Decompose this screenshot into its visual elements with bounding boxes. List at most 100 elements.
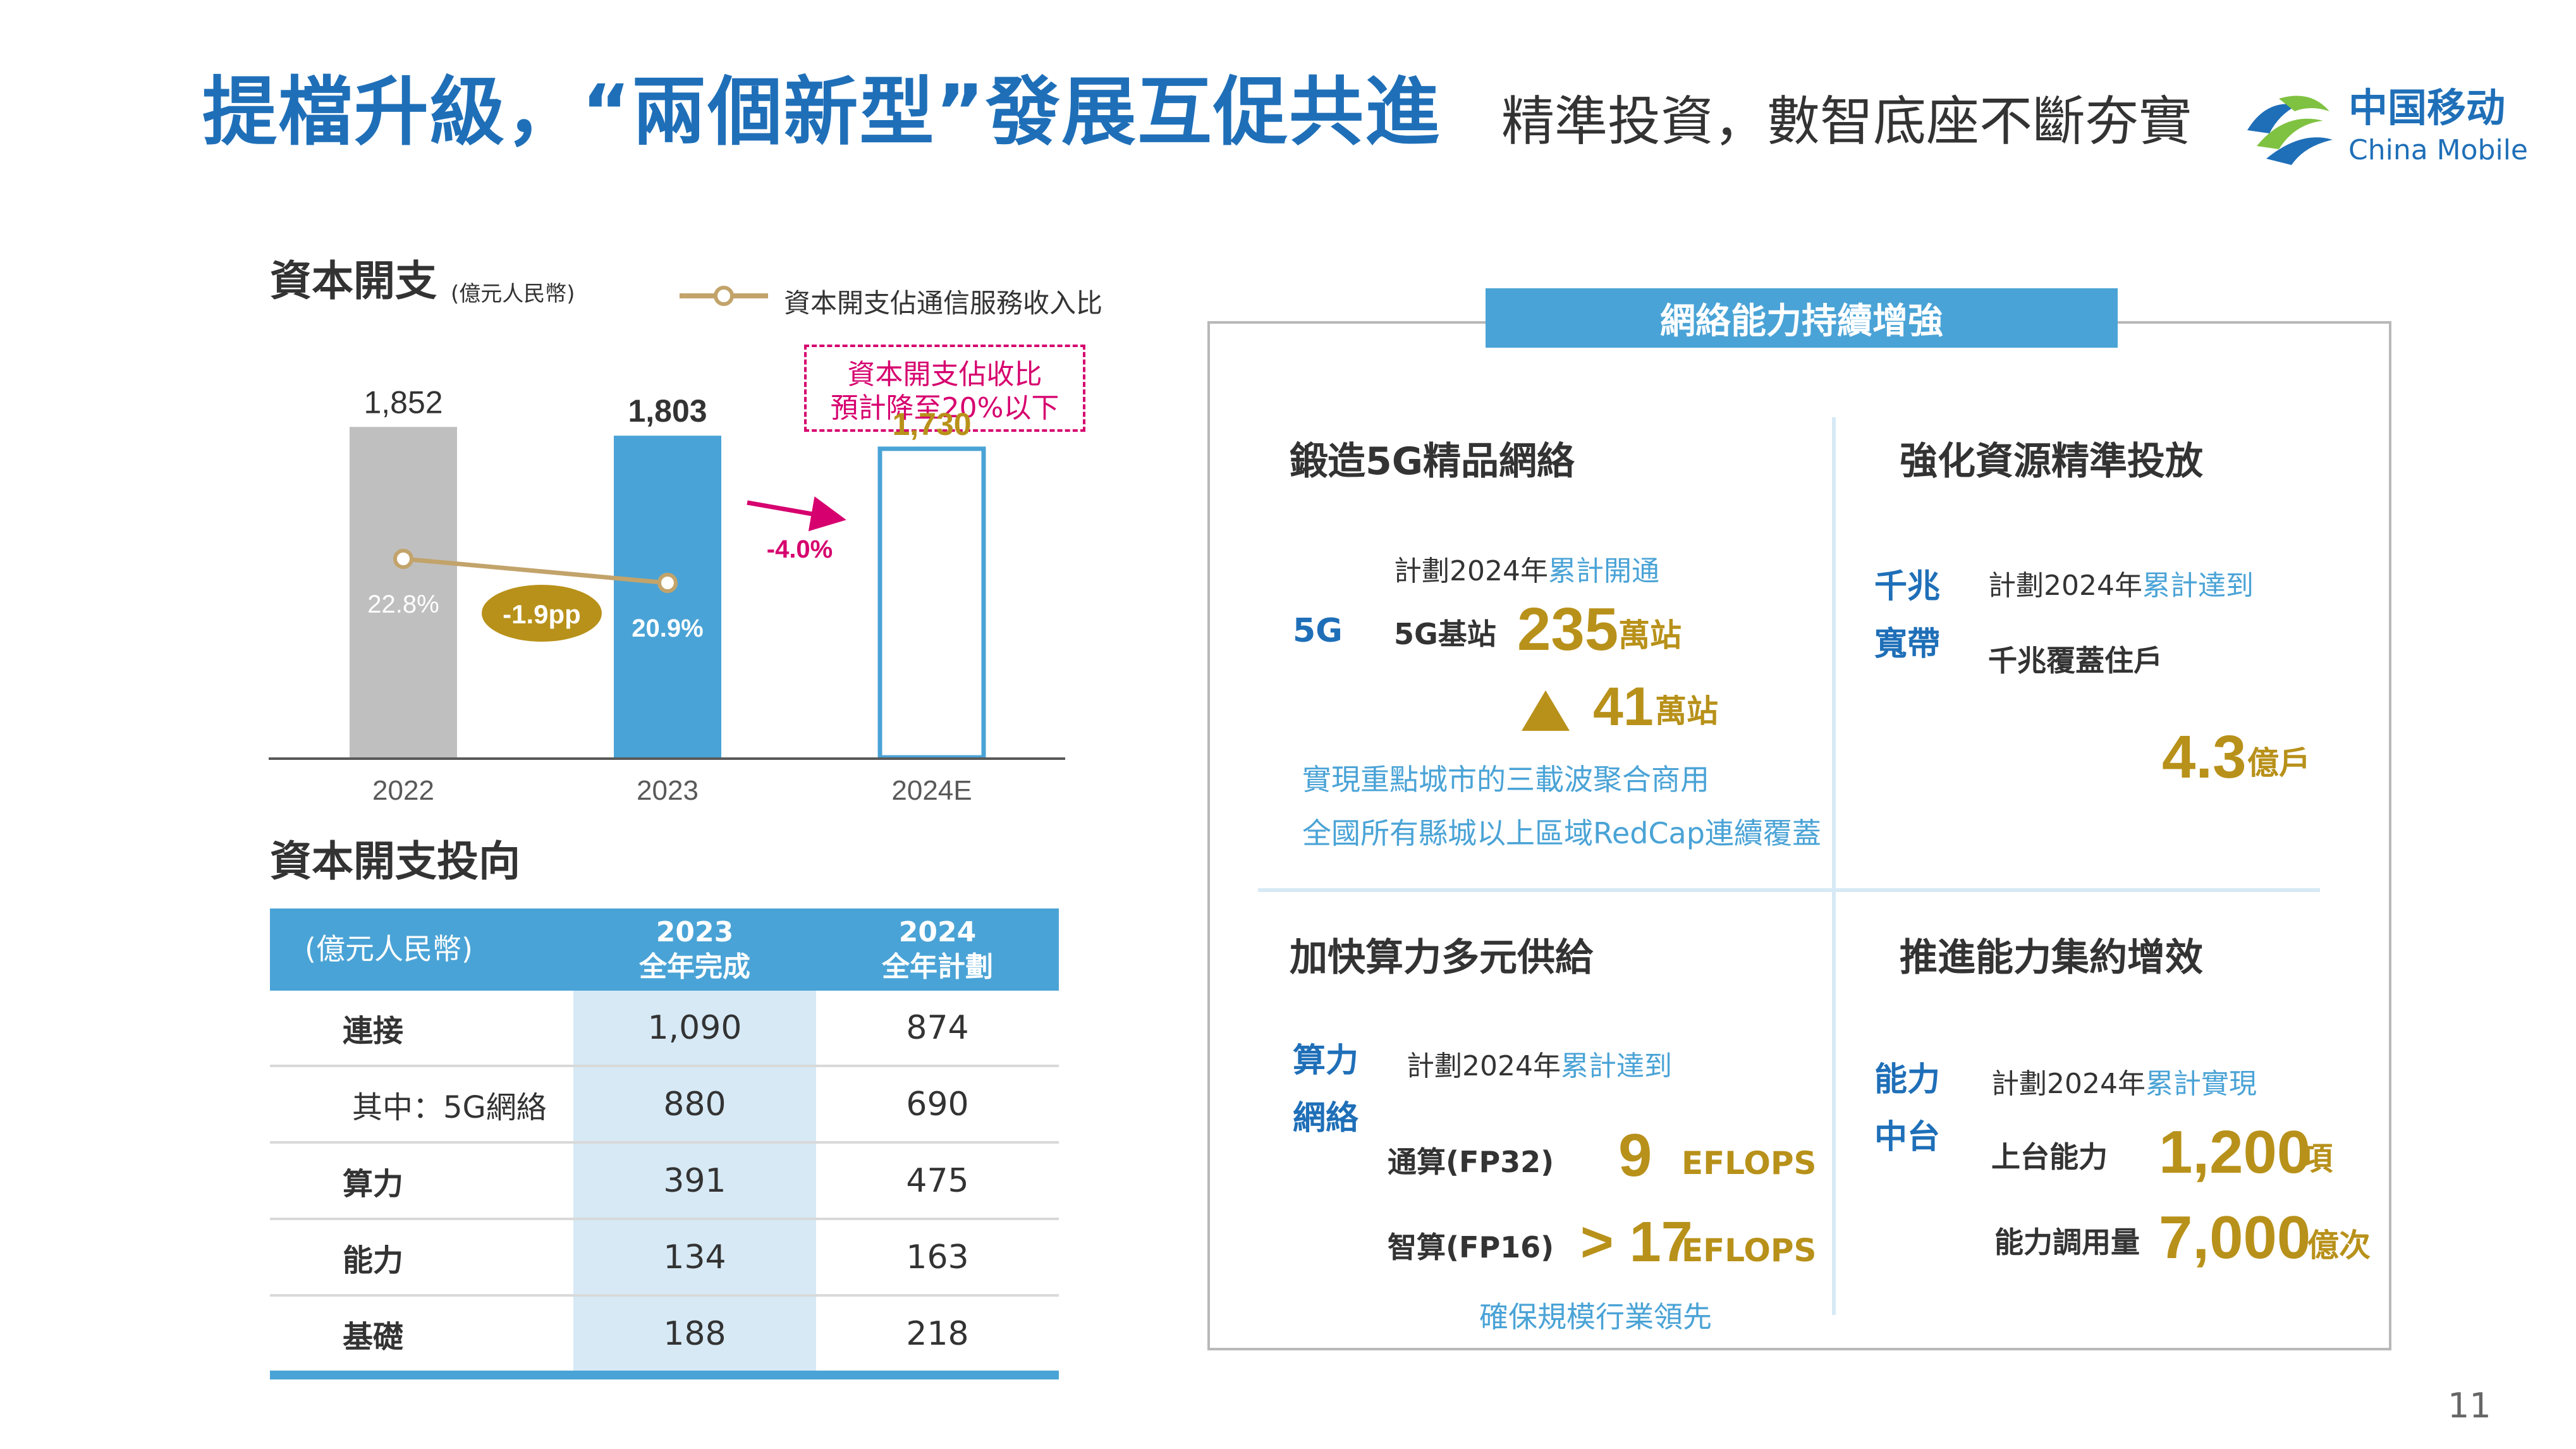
q3-unit-1: EFLOPS — [1682, 1145, 1817, 1182]
bar-value-label: 1,803 — [628, 393, 707, 429]
ratio-line — [403, 556, 668, 585]
cell-2024: 163 — [816, 1219, 1059, 1297]
header-2024-desc: 全年計劃 — [882, 951, 993, 983]
q3-title: 加快算力多元供給 — [1290, 936, 1593, 980]
cell-2023: 1,090 — [573, 991, 816, 1067]
q3-value-2: > 17 — [1580, 1211, 1693, 1274]
table-row: 基礎 188 218 — [270, 1295, 1059, 1379]
bar-2022 — [350, 427, 457, 759]
q3-value-1: 9 — [1618, 1122, 1652, 1189]
q2-value: 4.3 — [2162, 723, 2247, 791]
q4-tag-2: 中台 — [1874, 1118, 1941, 1156]
q1-unit: 萬站 — [1618, 617, 1682, 654]
panel-banner: 網絡能力持續增強 — [1486, 288, 2118, 348]
page-title: 提檔升級，“兩個新型”發展互促共進 — [202, 68, 1441, 156]
row-label: 連接 — [270, 991, 573, 1067]
q3-note: 確保規模行業領先 — [1479, 1300, 1712, 1334]
table-header-2024: 2024 全年計劃 — [816, 908, 1059, 991]
cell-2024: 475 — [816, 1142, 1059, 1220]
q2-title: 強化資源精準投放 — [1900, 439, 2203, 484]
q4-plan-highlight: 累計實現 — [2145, 1068, 2257, 1100]
callout-line-1: 資本開支佔收比 — [847, 358, 1042, 391]
q3-unit-2: EFLOPS — [1682, 1232, 1817, 1269]
bar-value-label: 1,730 — [892, 407, 971, 442]
q1-note-2: 全國所有縣城以上區域RedCap連續覆蓋 — [1302, 816, 1821, 850]
header-2023-desc: 全年完成 — [639, 951, 750, 983]
cell-2024: 874 — [816, 991, 1059, 1067]
pp-change-label: -1.9pp — [503, 599, 581, 629]
pp-change-badge — [482, 585, 602, 642]
china-mobile-logo-icon — [2247, 95, 2333, 165]
table-row: 連接 1,090 874 — [270, 991, 1059, 1067]
table-header-2023: 2023 全年完成 — [573, 908, 816, 991]
up-triangle-icon — [1520, 689, 1571, 732]
table-row: 其中：5G網絡 880 690 — [270, 1066, 1059, 1144]
q3-plan: 計劃2024年累計達到 — [1407, 1053, 1672, 1080]
panel-horizontal-divider — [1258, 888, 2320, 892]
q3-item-2: 智算(FP16) — [1388, 1230, 1554, 1264]
q3-tag-1: 算力 — [1293, 1042, 1359, 1080]
q1-plan-highlight: 累計開通 — [1547, 555, 1659, 587]
q4-unit-1: 項 — [2301, 1140, 2333, 1177]
capex-unit: (億元人民幣) — [451, 281, 575, 307]
bar-value-label: 1,852 — [363, 384, 443, 420]
q4-plan-prefix: 計劃2024年 — [1991, 1068, 2146, 1100]
panel-vertical-divider — [1832, 417, 1836, 1315]
q1-plan: 計劃2024年累計開通 — [1394, 558, 1659, 585]
q2-tag-2: 寬帶 — [1874, 625, 1941, 663]
header-2024-year: 2024 — [898, 916, 977, 948]
cell-2023: 134 — [573, 1219, 816, 1297]
q1-note-1: 實現重點城市的三載波聚合商用 — [1302, 762, 1709, 797]
legend-marker — [680, 283, 768, 309]
cell-2023: 188 — [573, 1295, 816, 1379]
q4-value-1: 1,200 — [2159, 1118, 2311, 1186]
ratio-label: 20.9% — [632, 614, 703, 642]
legend-label: 資本開支佔通信服務收入比 — [784, 288, 1103, 319]
pct-change-arrow — [747, 496, 846, 532]
q4-item-1: 上台能力 — [1991, 1140, 2108, 1174]
row-label: 能力 — [270, 1219, 573, 1297]
capex-allocation-table: (億元人民幣) 2023 全年完成 2024 全年計劃 連接 1,090 874 其中：… — [270, 908, 1059, 1379]
table-unit-header: (億元人民幣) — [270, 908, 573, 991]
x-tick-label: 2022 — [372, 775, 434, 806]
ratio-point — [657, 573, 678, 593]
x-tick-label: 2024E — [891, 775, 972, 806]
pct-change-label: -4.0% — [767, 535, 833, 563]
q3-plan-highlight: 累計達到 — [1560, 1050, 1672, 1082]
ratio-label: 22.8% — [367, 590, 439, 618]
q4-unit-2: 億次 — [2307, 1227, 2371, 1264]
q4-tag-1: 能力 — [1874, 1061, 1941, 1099]
logo-english-text: China Mobile — [2348, 134, 2529, 166]
legend-line-icon — [680, 286, 768, 306]
q2-item: 千兆覆蓋住戶 — [1988, 644, 2163, 678]
q1-item: 5G基站 — [1394, 617, 1496, 651]
header-2023-year: 2023 — [656, 916, 734, 948]
q4-plan: 計劃2024年累計實現 — [1991, 1070, 2257, 1098]
bar-2023 — [614, 436, 721, 759]
cell-2023: 391 — [573, 1142, 816, 1220]
q4-item-2: 能力調用量 — [1994, 1225, 2140, 1259]
callout-line-2: 預計降至20%以下 — [830, 391, 1059, 424]
table-row: 能力 134 163 — [270, 1219, 1059, 1297]
q2-plan-prefix: 計劃2024年 — [1988, 570, 2142, 602]
q2-plan: 計劃2024年累計達到 — [1988, 572, 2254, 600]
q3-item-1: 通算(FP32) — [1388, 1145, 1554, 1179]
page-subtitle: 精準投資，數智底座不斷夯實 — [1501, 90, 2192, 152]
row-label: 其中：5G網絡 — [270, 1066, 573, 1144]
capex-bar-chart: 22.8% 20.9% 2022 2023 2024E 1,852 1,803 1,730… — [269, 384, 1065, 806]
bar-2024E — [877, 446, 986, 760]
cell-2024: 218 — [816, 1295, 1059, 1379]
q2-tag-1: 千兆 — [1874, 568, 1941, 606]
q4-value-2: 7,000 — [2159, 1204, 2311, 1271]
q1-plan-prefix: 計劃2024年 — [1394, 555, 1548, 587]
logo-chinese-text: 中国移动 — [2348, 85, 2506, 131]
capex-allocation-heading: 資本開支投向 — [270, 837, 520, 886]
ratio-point — [393, 549, 413, 569]
capex-heading: 資本開支 — [270, 257, 437, 305]
table-row: 算力 391 475 — [270, 1142, 1059, 1220]
row-label: 算力 — [270, 1142, 573, 1220]
page-number: 11 — [2448, 1386, 2491, 1426]
cell-2024: 690 — [816, 1066, 1059, 1144]
ratio-target-callout: 資本開支佔收比 預計降至20%以下 — [804, 345, 1085, 432]
q1-delta: 41 — [1593, 676, 1654, 737]
